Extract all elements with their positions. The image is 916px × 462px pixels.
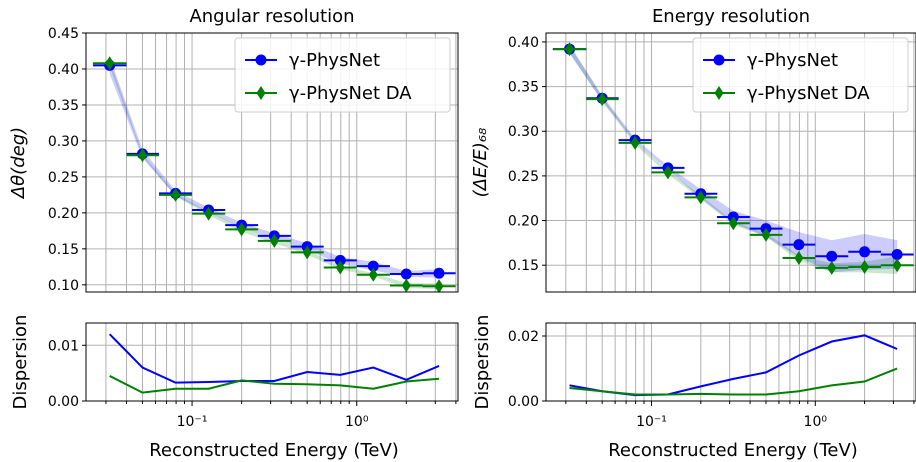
data-point — [105, 56, 115, 71]
y-tick-label: 0.15 — [508, 258, 539, 274]
dispersion-y-label: Dispersion — [10, 315, 31, 410]
x-tick-label: 10⁰ — [804, 414, 828, 430]
legend-label: γ-PhysNet DA — [747, 83, 870, 104]
axes-frame — [85, 32, 459, 293]
panel-title: Angular resolution — [189, 6, 354, 27]
y-tick-label: 0.01 — [48, 338, 79, 354]
y-tick-label: 0.40 — [48, 62, 79, 78]
series-physnet-da — [92, 56, 456, 292]
legend-marker — [713, 54, 725, 66]
y-tick-label: 0.45 — [48, 26, 79, 42]
y-axis-label: Δθ(deg) — [8, 127, 29, 200]
data-point — [859, 246, 871, 258]
data-point — [630, 135, 640, 150]
data-point — [663, 165, 673, 180]
legend-marker — [256, 86, 266, 100]
y-tick-label: 0.20 — [48, 206, 79, 222]
data-point — [171, 187, 181, 202]
x-tick-label: 10⁻¹ — [636, 414, 667, 430]
series-physnet-da — [552, 42, 914, 275]
data-point — [827, 260, 837, 275]
y-tick-label: 0.00 — [508, 394, 539, 410]
data-point — [204, 206, 214, 221]
dispersion-plot: 0.00 0.02 10⁻¹ 10⁰ Dispersion Reconstructed E… — [472, 315, 916, 461]
legend-label: γ-PhysNet DA — [289, 83, 412, 104]
data-point — [696, 190, 706, 205]
data-point — [891, 248, 903, 260]
data-point — [137, 148, 147, 163]
legend: γ-PhysNet γ-PhysNet DA — [234, 37, 451, 113]
dispersion-line-physnet-da — [109, 375, 440, 394]
legend-marker — [714, 86, 724, 100]
dispersion-line-physnet — [569, 334, 898, 397]
y-tick-label: 0.30 — [48, 134, 79, 150]
data-point — [237, 222, 247, 237]
y-tick-label: 0.25 — [48, 170, 79, 186]
legend-box — [692, 37, 909, 113]
legend-box — [234, 37, 451, 113]
panel-energy: 0.15 0.20 0.25 0.30 0.35 0.40 Energy resolutio… — [470, 6, 916, 461]
y-tick-label: 0.35 — [508, 80, 539, 96]
data-point — [269, 233, 279, 248]
data-point — [334, 254, 346, 266]
panel-title: Energy resolution — [652, 6, 810, 27]
legend-label: γ-PhysNet — [747, 50, 838, 71]
x-tick-label: 10⁰ — [345, 414, 369, 430]
dispersion-line-physnet — [108, 333, 440, 384]
data-point — [794, 251, 804, 266]
resolution-plot: 0.15 0.20 0.25 0.30 0.35 0.40 Energy resolutio… — [470, 6, 916, 293]
axes-frame — [85, 322, 459, 402]
x-axis-label: Reconstructed Energy (TeV) — [149, 440, 399, 461]
x-axis-label: Reconstructed Energy (TeV) — [608, 440, 858, 461]
data-point — [434, 279, 444, 292]
legend-label: γ-PhysNet — [289, 50, 380, 71]
dispersion-plot: 0.00 0.01 10⁻¹ 10⁰ Dispersion Reconstructed E… — [10, 315, 459, 461]
data-point — [860, 259, 870, 274]
panel-angular: 0.10 0.15 0.20 0.25 0.30 0.35 0.40 0.45 Angular … — [8, 6, 459, 461]
legend: γ-PhysNet γ-PhysNet DA — [692, 37, 909, 113]
y-tick-label: 0.30 — [508, 124, 539, 140]
axes-frame — [545, 322, 916, 402]
dispersion-line-physnet-da — [569, 367, 898, 396]
axes-frame — [545, 32, 916, 293]
data-point — [400, 268, 412, 280]
data-layer — [552, 42, 914, 275]
y-tick-label: 0.25 — [508, 169, 539, 185]
y-tick-label: 0.40 — [508, 35, 539, 51]
data-point — [892, 258, 902, 273]
data-point — [728, 216, 738, 231]
y-axis-label: (ΔE/E)₆₈ — [470, 128, 491, 198]
y-tick-label: 0.15 — [48, 242, 79, 258]
y-tick-label: 0.20 — [508, 214, 539, 230]
dispersion-y-label: Dispersion — [472, 315, 493, 410]
data-point — [401, 278, 411, 292]
y-tick-label: 0.10 — [48, 278, 79, 294]
y-tick-label: 0.02 — [508, 329, 539, 345]
data-layer — [92, 56, 456, 292]
data-point — [433, 267, 445, 279]
data-point — [826, 250, 838, 262]
legend-marker — [255, 54, 267, 66]
data-point — [367, 260, 379, 272]
x-tick-label: 10⁻¹ — [177, 414, 208, 430]
data-point — [565, 42, 575, 57]
data-point — [335, 260, 345, 275]
data-point — [761, 227, 771, 242]
data-point — [793, 239, 805, 251]
data-point — [302, 245, 312, 260]
y-tick-label: 0.35 — [48, 98, 79, 114]
resolution-plot: 0.10 0.15 0.20 0.25 0.30 0.35 0.40 0.45 Angular … — [8, 6, 459, 294]
data-point — [368, 267, 378, 282]
data-point — [597, 92, 607, 107]
y-tick-label: 0.00 — [48, 394, 79, 410]
